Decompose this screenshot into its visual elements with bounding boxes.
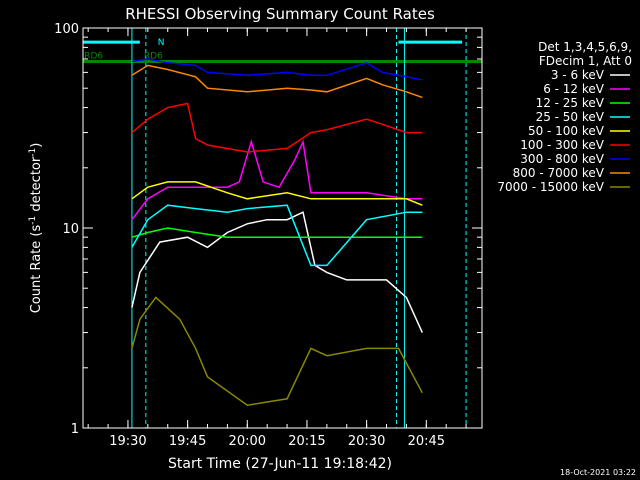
legend-label-800-7000-kev: 800 - 7000 keV xyxy=(513,166,605,180)
x-tick-label-20-45: 20:45 xyxy=(408,434,445,449)
legend-header-0: Det 1,3,4,5,6,9, xyxy=(538,40,632,54)
y-tick-label-100: 100 xyxy=(54,22,79,37)
series-line-800-7000-kev xyxy=(131,64,423,99)
timestamp: 18-Oct-2021 03:22 xyxy=(560,468,636,477)
y-tick-label-10: 10 xyxy=(62,222,79,237)
legend-label-300-800-kev: 300 - 800 keV xyxy=(520,152,604,166)
series-line-100-300-kev xyxy=(131,102,423,153)
legend-label-25-50-kev: 25 - 50 keV xyxy=(536,110,605,124)
annotation-n-0: N xyxy=(158,38,165,48)
legend-label-3-6-kev: 3 - 6 keV xyxy=(551,68,605,82)
x-tick-label-20-30: 20:30 xyxy=(348,434,385,449)
chart-title: RHESSI Observing Summary Count Rates xyxy=(125,5,435,23)
legend-label-7000-15000-kev: 7000 - 15000 keV xyxy=(497,180,604,194)
data-series xyxy=(131,58,423,406)
legend-label-100-300-kev: 100 - 300 keV xyxy=(520,138,604,152)
legend-label-50-100-kev: 50 - 100 keV xyxy=(528,124,605,138)
x-tick-label-20-00: 20:00 xyxy=(229,434,266,449)
x-tick-label-19-45: 19:45 xyxy=(169,434,206,449)
orbit-flags xyxy=(83,40,482,63)
y-tick-label-1: 1 xyxy=(71,422,79,437)
y-axis-label: Count Rate (s-1 detector-1) xyxy=(28,143,44,314)
annotation-rd6-1: RD6 xyxy=(84,51,103,61)
legend-header-1: FDecim 1, Att 0 xyxy=(539,54,632,68)
y-axis-label-main: Count Rate (s xyxy=(29,225,44,314)
x-tick-label-19-30: 19:30 xyxy=(109,434,146,449)
y-axis-label-mid: detector xyxy=(29,156,44,216)
series-line-7000-15000-kev xyxy=(131,296,423,406)
legend-label-12-25-kev: 12 - 25 keV xyxy=(536,96,605,110)
series-line-6-12-kev xyxy=(131,139,423,221)
series-line-300-800-kev xyxy=(131,58,423,81)
y-axis-label-sup1: -1 xyxy=(28,216,38,225)
axes: 19:30 19:45 20:00 20:15 20:30 20:45 1 10 100 xyxy=(54,22,483,449)
orbit-boundary-lines xyxy=(131,28,467,428)
y-axis-label-end: ) xyxy=(29,143,44,148)
annotations: N RD6 RD6 xyxy=(84,38,164,61)
legend: Det 1,3,4,5,6,9,FDecim 1, Att 03 - 6 keV… xyxy=(497,40,632,194)
y-axis-label-sup2: -1 xyxy=(28,148,38,157)
annotation-rd6-2: RD6 xyxy=(144,51,163,61)
series-line-50-100-kev xyxy=(131,181,423,206)
legend-label-6-12-kev: 6 - 12 keV xyxy=(543,82,605,96)
series-line-25-50-kev xyxy=(131,204,423,267)
x-axis-label: Start Time (27-Jun-11 19:18:42) xyxy=(168,456,392,472)
x-tick-label-20-15: 20:15 xyxy=(288,434,325,449)
series-line-3-6-kev xyxy=(131,211,423,333)
series-line-12-25-kev xyxy=(131,227,423,238)
